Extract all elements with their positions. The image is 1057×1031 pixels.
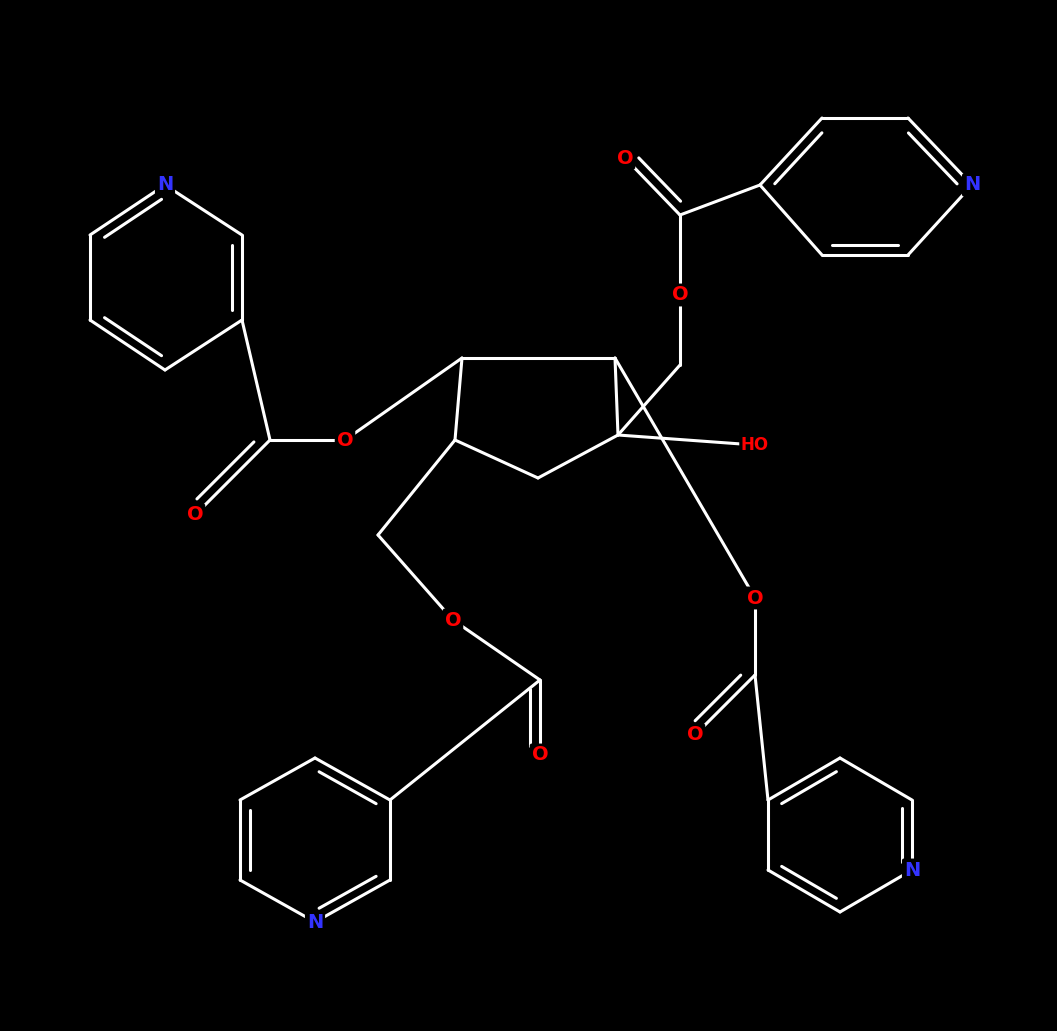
Text: HO: HO	[741, 436, 769, 454]
Text: N: N	[307, 912, 323, 931]
Text: O: O	[616, 148, 633, 167]
Text: O: O	[445, 610, 461, 630]
Text: O: O	[671, 286, 688, 304]
Text: O: O	[337, 431, 353, 450]
Text: N: N	[904, 861, 921, 879]
Text: O: O	[532, 745, 549, 765]
Text: N: N	[156, 175, 173, 195]
Text: O: O	[687, 726, 703, 744]
Text: O: O	[746, 589, 763, 607]
Text: N: N	[964, 175, 980, 195]
Text: O: O	[187, 505, 203, 525]
